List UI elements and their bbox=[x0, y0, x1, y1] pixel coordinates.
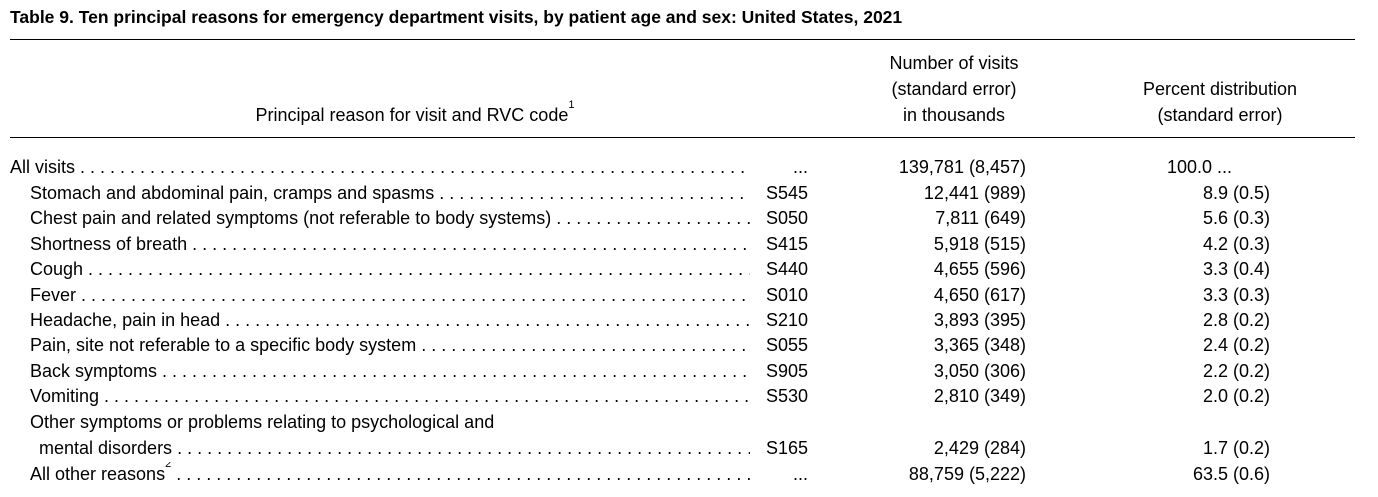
row-label: mental disorders . . . . . . . . . . . .… bbox=[39, 438, 750, 458]
table-row: Shortness of breath . . . . . . . . . . … bbox=[0, 232, 1378, 257]
row-visits: 7,811 (649) bbox=[935, 208, 1026, 229]
row-label: All other reasons2 . . . . . . . . . . .… bbox=[30, 462, 750, 487]
table-row-all-visits: All visits . . . . . . . . . . . . . . .… bbox=[0, 155, 1378, 180]
row-code: S050 bbox=[765, 208, 808, 229]
row-percent: 100.0 ... bbox=[1167, 157, 1233, 177]
row-code: S530 bbox=[765, 386, 808, 407]
header-percent: Percent distribution (standard error) bbox=[1100, 76, 1340, 128]
table-row-all-other: All other reasons2 . . . . . . . . . . .… bbox=[0, 462, 1378, 487]
row-code: S415 bbox=[765, 233, 808, 254]
row-percent: 2.2 (0.2) bbox=[1202, 360, 1270, 381]
row-code: S010 bbox=[765, 284, 808, 305]
header-visits-line3: in thousands bbox=[902, 105, 1006, 125]
row-percent: 5.6 (0.3) bbox=[1202, 208, 1270, 229]
row-label: Headache, pain in head . . . . . . . . .… bbox=[30, 310, 750, 330]
row-label: Cough . . . . . . . . . . . . . . . . . … bbox=[30, 259, 750, 280]
row-visits: 3,050 (306) bbox=[933, 360, 1026, 381]
row-visits: 2,810 (349) bbox=[933, 386, 1026, 407]
row-percent: 2.8 (0.2) bbox=[1202, 310, 1270, 330]
row-label: All visits . . . . . . . . . . . . . . .… bbox=[10, 157, 750, 177]
table-row: Stomach and abdominal pain, cramps and s… bbox=[0, 181, 1378, 206]
row-label: Shortness of breath . . . . . . . . . . … bbox=[30, 233, 750, 254]
row-visits: 4,650 (617) bbox=[933, 284, 1026, 305]
header-visits: Number of visits (standard error) in tho… bbox=[834, 50, 1074, 128]
row-label: Chest pain and related symptoms (not ref… bbox=[30, 208, 750, 229]
row-percent: 3.3 (0.3) bbox=[1202, 284, 1270, 305]
row-code: S165 bbox=[765, 438, 808, 458]
row-label: Vomiting . . . . . . . . . . . . . . . .… bbox=[30, 386, 750, 407]
top-rule bbox=[10, 39, 1355, 40]
table-row: Pain, site not referable to a specific b… bbox=[0, 333, 1378, 358]
row-visits: 4,655 (596) bbox=[933, 259, 1026, 280]
row-code: S210 bbox=[765, 310, 808, 330]
row-visits: 139,781 (8,457) bbox=[898, 157, 1026, 177]
row-percent: 4.2 (0.3) bbox=[1202, 233, 1270, 254]
row-label: Back symptoms . . . . . . . . . . . . . … bbox=[30, 360, 750, 381]
row-label-footnote: 2 bbox=[165, 462, 172, 470]
header-percent-line1: Percent distribution bbox=[1142, 79, 1298, 99]
row-percent: 2.4 (0.2) bbox=[1202, 335, 1270, 356]
table-row-other-psych: mental disorders . . . . . . . . . . . .… bbox=[0, 436, 1378, 461]
header-visits-line2: (standard error) bbox=[891, 79, 1017, 99]
row-percent: 63.5 (0.6) bbox=[1192, 464, 1270, 484]
row-visits: 3,365 (348) bbox=[933, 335, 1026, 356]
row-visits: 2,429 (284) bbox=[933, 438, 1026, 458]
header-visits-line1: Number of visits bbox=[889, 53, 1019, 73]
row-code: ... bbox=[792, 464, 808, 484]
row-visits: 12,441 (989) bbox=[923, 183, 1026, 203]
row-percent: 3.3 (0.4) bbox=[1202, 259, 1270, 280]
row-label: Pain, site not referable to a specific b… bbox=[30, 335, 750, 356]
row-label: Stomach and abdominal pain, cramps and s… bbox=[30, 183, 750, 203]
table-row: Headache, pain in head . . . . . . . . .… bbox=[0, 308, 1378, 333]
row-visits: 3,893 (395) bbox=[933, 310, 1026, 330]
header-reason-text: Principal reason for visit and RVC code bbox=[255, 105, 569, 125]
row-visits: 5,918 (515) bbox=[933, 233, 1026, 254]
header-reason-footnote: 1 bbox=[568, 99, 575, 111]
row-label: Fever . . . . . . . . . . . . . . . . . … bbox=[30, 284, 750, 305]
table-row: Vomiting . . . . . . . . . . . . . . . .… bbox=[0, 384, 1378, 409]
row-code: S545 bbox=[765, 183, 808, 203]
header-rule bbox=[10, 137, 1355, 138]
row-percent: 2.0 (0.2) bbox=[1202, 386, 1270, 407]
row-visits: 88,759 (5,222) bbox=[908, 464, 1026, 484]
header-reason: Principal reason for visit and RVC code1 bbox=[120, 99, 710, 128]
row-code: S905 bbox=[765, 360, 808, 381]
row-code: ... bbox=[792, 157, 808, 177]
row-label-line1: Other symptoms or problems relating to p… bbox=[30, 412, 495, 432]
table-row: Fever . . . . . . . . . . . . . . . . . … bbox=[0, 283, 1378, 308]
table-row: Cough . . . . . . . . . . . . . . . . . … bbox=[0, 257, 1378, 282]
table-title: Table 9. Ten principal reasons for emerg… bbox=[10, 7, 903, 27]
row-code: S440 bbox=[765, 259, 808, 280]
row-percent: 1.7 (0.2) bbox=[1202, 438, 1270, 458]
header-percent-line2: (standard error) bbox=[1157, 105, 1283, 125]
row-code: S055 bbox=[765, 335, 808, 356]
table-row: Chest pain and related symptoms (not ref… bbox=[0, 206, 1378, 231]
table-row: Back symptoms . . . . . . . . . . . . . … bbox=[0, 359, 1378, 384]
row-percent: 8.9 (0.5) bbox=[1202, 183, 1270, 203]
table-row-other-psych-line1: Other symptoms or problems relating to p… bbox=[0, 410, 1378, 435]
